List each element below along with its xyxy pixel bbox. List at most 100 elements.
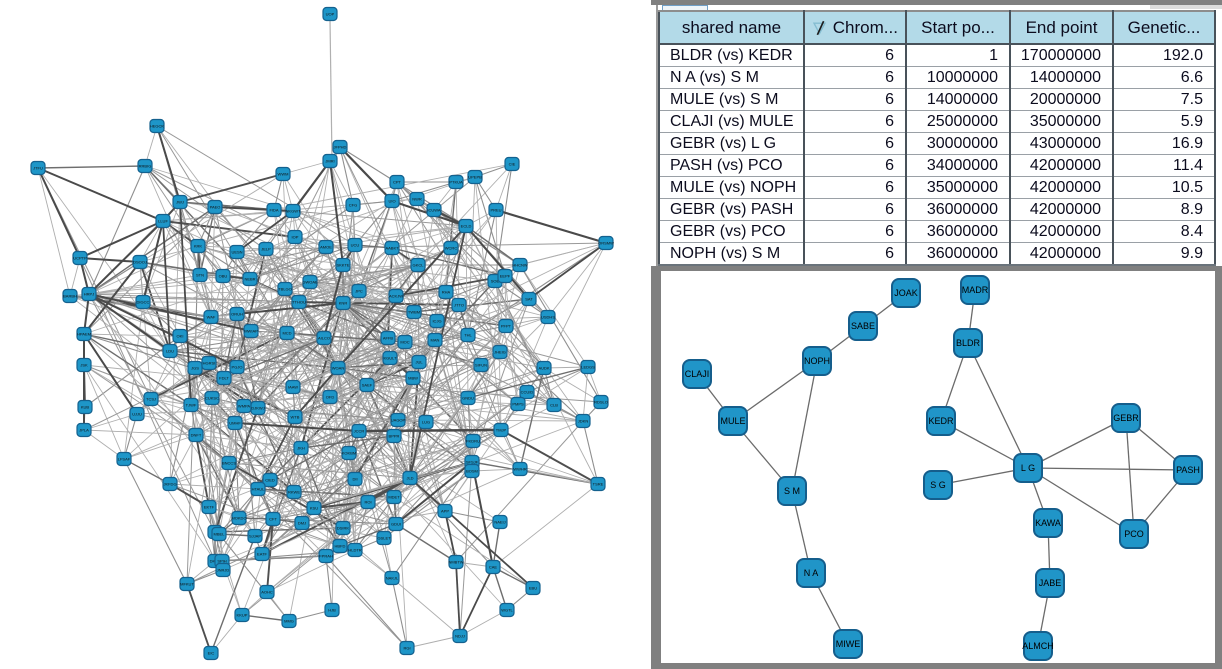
svg-text:BLDR: BLDR — [956, 338, 981, 348]
svg-text:TCSJ: TCSJ — [146, 397, 156, 402]
svg-text:GKCL: GKCL — [413, 263, 425, 268]
svg-text:EEPF: EEPF — [500, 274, 511, 279]
svg-text:BPPR: BPPR — [389, 434, 400, 439]
svg-text:MOKDO: MOKDO — [231, 516, 246, 521]
svg-text:MBEL: MBEL — [214, 532, 226, 537]
svg-text:TTHOU: TTHOU — [292, 300, 306, 305]
svg-text:DSIRK: DSIRK — [337, 526, 350, 531]
svg-text:HTAUL: HTAUL — [252, 487, 266, 492]
svg-text:WTB: WTB — [291, 415, 300, 420]
svg-text:JABE: JABE — [1039, 578, 1062, 588]
svg-text:STN: STN — [196, 273, 204, 278]
svg-text:HGRSI: HGRSI — [203, 361, 216, 366]
svg-text:SOE: SOE — [491, 279, 500, 284]
svg-text:PAEO: PAEO — [210, 205, 221, 210]
svg-text:WOAN: WOAN — [332, 366, 345, 371]
svg-text:RDSLO: RDSLO — [594, 400, 608, 405]
svg-text:NKGWT: NKGWT — [286, 209, 301, 214]
svg-text:CCUID: CCUID — [521, 390, 534, 395]
svg-text:NWR: NWR — [412, 197, 422, 202]
svg-text:DSOOJ: DSOOJ — [133, 260, 147, 265]
svg-text:SKKTE: SKKTE — [336, 263, 349, 268]
svg-text:PTKUA: PTKUA — [449, 180, 463, 185]
svg-text:AFFB: AFFB — [383, 336, 394, 341]
svg-text:MWIAP: MWIAP — [244, 329, 258, 334]
svg-text:SABE: SABE — [851, 321, 875, 331]
svg-text:JLD: JLD — [406, 476, 413, 481]
svg-text:S G: S G — [930, 480, 946, 490]
svg-text:DMJ: DMJ — [298, 521, 306, 526]
svg-text:ACKJW: ACKJW — [389, 294, 403, 299]
svg-text:NAEIJ: NAEIJ — [494, 520, 505, 525]
svg-text:BOSM: BOSM — [466, 469, 478, 474]
svg-text:MULE: MULE — [720, 416, 745, 426]
svg-text:MADR: MADR — [962, 285, 989, 295]
svg-text:FIDA: FIDA — [269, 208, 278, 213]
svg-text:ICUWA: ICUWA — [427, 208, 441, 213]
svg-text:AMOE: AMOE — [320, 245, 332, 250]
svg-text:SJJAP: SJJAP — [249, 534, 261, 539]
svg-text:JUL: JUL — [415, 360, 423, 365]
svg-text:MIWE: MIWE — [836, 639, 861, 649]
svg-text:EIC: EIC — [208, 651, 215, 656]
svg-text:KNR: KNR — [339, 301, 348, 306]
svg-text:HJB: HJB — [328, 608, 336, 613]
svg-text:APP: APP — [441, 509, 449, 514]
svg-text:UAGOP: UAGOP — [391, 418, 406, 423]
svg-text:HRPJ: HRPJ — [84, 292, 94, 297]
svg-text:PGJO: PGJO — [232, 365, 243, 370]
svg-text:N A: N A — [804, 568, 819, 578]
svg-text:JPC: JPC — [355, 289, 363, 294]
svg-text:UESN: UESN — [231, 250, 242, 255]
svg-text:BNCCS: BNCCS — [222, 461, 236, 466]
svg-text:JCCR: JCCR — [354, 429, 365, 434]
svg-text:AILCO: AILCO — [318, 336, 330, 341]
svg-text:FDLT: FDLT — [219, 376, 229, 381]
svg-text:WGTL: WGTL — [501, 608, 513, 613]
svg-text:EATF: EATF — [257, 552, 267, 557]
svg-text:HLDTR: HLDTR — [348, 548, 361, 553]
svg-text:DNFT: DNFT — [191, 433, 202, 438]
svg-text:UCPTP: UCPTP — [73, 256, 87, 261]
svg-text:NEBR: NEBR — [244, 277, 255, 282]
svg-text:THL: THL — [464, 333, 472, 338]
svg-text:GWOAE: GWOAE — [302, 280, 318, 285]
svg-text:TSRE: TSRE — [593, 482, 604, 487]
svg-text:UMHF: UMHF — [229, 421, 241, 426]
svg-text:JTFU: JTFU — [33, 166, 43, 171]
svg-text:LFSAF: LFSAF — [118, 457, 131, 462]
svg-text:WMPA: WMPA — [238, 404, 250, 409]
svg-text:GEBR: GEBR — [1113, 413, 1139, 423]
svg-text:ROI: ROI — [364, 500, 371, 505]
svg-text:HPAEM: HPAEM — [77, 332, 91, 337]
svg-text:LEDGS: LEDGS — [581, 365, 595, 370]
svg-text:JKFDG: JKFDG — [163, 482, 176, 487]
svg-text:NAKJL: NAKJL — [386, 576, 399, 581]
svg-text:KRK: KRK — [194, 244, 203, 249]
svg-text:CIED: CIED — [265, 478, 275, 483]
svg-text:PCO: PCO — [1124, 529, 1144, 539]
svg-text:CFT: CFT — [269, 517, 277, 522]
svg-text:HEGCK: HEGCK — [150, 124, 165, 129]
svg-text:JHEIG: JHEIG — [494, 350, 506, 355]
svg-text:EBU: EBU — [529, 586, 537, 591]
svg-text:CLAJI: CLAJI — [685, 369, 710, 379]
svg-text:HHCNW: HHCNW — [512, 263, 528, 268]
svg-text:MAN: MAN — [431, 338, 440, 343]
svg-text:MCD: MCD — [282, 331, 291, 336]
svg-text:IOP: IOP — [292, 235, 299, 240]
svg-text:ICJG: ICJG — [432, 319, 441, 324]
svg-text:MDET: MDET — [388, 495, 400, 500]
svg-text:DII: DII — [352, 477, 357, 482]
svg-text:JMRI: JMRI — [325, 159, 334, 164]
svg-text:KKUP: KKUP — [237, 613, 248, 618]
svg-text:JOAK: JOAK — [894, 288, 918, 298]
svg-text:NDJJ: NDJJ — [455, 634, 465, 639]
svg-text:BARBH: BARBH — [63, 294, 77, 299]
svg-text:KSU: KSU — [310, 506, 318, 511]
svg-text:SFSJF: SFSJF — [466, 460, 479, 465]
svg-text:WCRC: WCRC — [445, 246, 458, 251]
svg-text:JNRJD: JNRJD — [217, 568, 230, 573]
svg-text:TJWF: TJWF — [186, 403, 197, 408]
svg-text:HBFD: HBFD — [335, 544, 346, 549]
